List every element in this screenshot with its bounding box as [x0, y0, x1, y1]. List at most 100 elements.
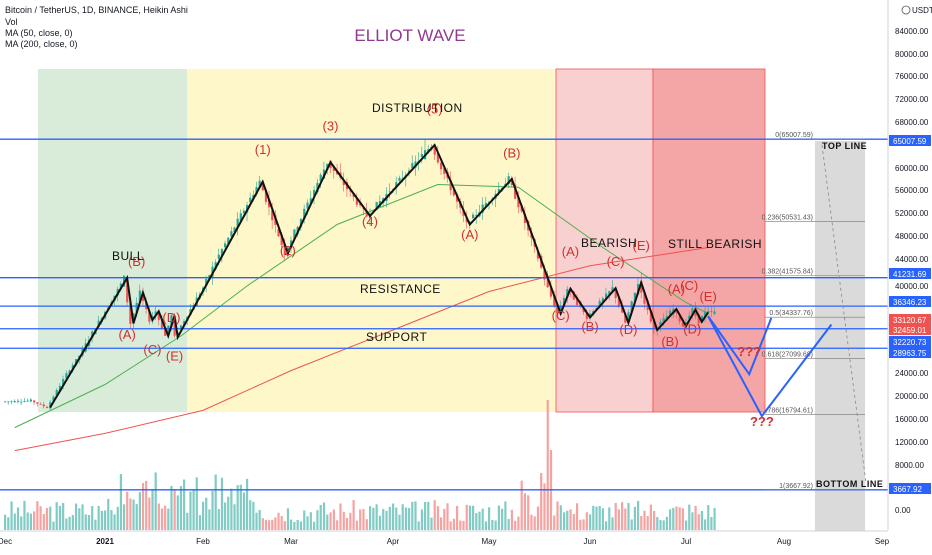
volume-bar: [148, 497, 151, 530]
volume-bar: [424, 501, 427, 530]
bull-zone: [38, 69, 187, 412]
candle-body: [268, 199, 271, 208]
volume-bar: [16, 507, 20, 530]
volume-bar: [427, 501, 430, 530]
candle-body: [713, 311, 716, 314]
candle-body: [157, 313, 160, 320]
bottom-line-label: BOTTOM LINE: [816, 479, 883, 489]
time-tick-label: Jun: [584, 537, 597, 546]
volume-bar: [107, 498, 110, 530]
candle-body: [707, 310, 710, 313]
price-tick-label: 8000.00: [895, 461, 924, 470]
volume-bar: [352, 500, 355, 530]
volume-bar: [71, 514, 74, 530]
volume-bar: [475, 513, 478, 530]
volume-bar: [45, 508, 49, 530]
time-tick-label: 2021: [96, 537, 114, 546]
price-tags: 65007.59 41231.69 36346.23 33120.6732459.01…: [889, 135, 931, 494]
volume-bar: [220, 477, 224, 530]
currency-selector[interactable]: USDT: [901, 5, 932, 15]
candle-body: [36, 402, 39, 404]
price-tick-label: 40000.00: [895, 282, 929, 291]
candle-body: [523, 213, 527, 224]
price-tick-label: 16000.00: [895, 415, 929, 424]
volume-bar: [488, 507, 491, 530]
volume-bar: [420, 509, 423, 530]
top-line-label: TOP LINE: [822, 141, 867, 151]
volume-bar: [179, 486, 183, 530]
volume-bar: [258, 510, 261, 530]
volume-bar: [523, 493, 527, 530]
wave-label: (B): [503, 146, 520, 161]
wave-label: (A): [461, 227, 478, 242]
candle-body: [630, 301, 633, 313]
candle-body: [614, 288, 617, 299]
volume-bar: [446, 503, 449, 530]
candle-body: [572, 291, 575, 300]
volume-bar: [359, 509, 362, 530]
price-tick-label: 84000.00: [895, 27, 929, 36]
volume-bar: [507, 518, 510, 530]
volume-bar: [530, 514, 533, 530]
volume-bar: [296, 519, 299, 530]
candle-body: [507, 176, 510, 185]
candle-body: [608, 291, 611, 295]
candle-body: [675, 310, 678, 314]
volume-bar: [13, 513, 16, 530]
volume-bar: [411, 501, 414, 530]
volume-bar: [566, 510, 569, 530]
price-tick-label: 48000.00: [895, 232, 929, 241]
volume-bar: [585, 512, 588, 530]
candle-body: [283, 243, 286, 256]
time-axis[interactable]: Dec 2021 Feb Mar Apr May Jun Jul Aug Sep: [0, 537, 890, 546]
candle-body: [497, 189, 500, 193]
wave-label: (A): [562, 244, 579, 259]
candle-body: [388, 191, 391, 193]
candle-body: [277, 229, 280, 237]
candle-body: [10, 401, 13, 403]
volume-bar: [233, 504, 236, 530]
volume-bar: [598, 505, 601, 530]
moving-averages: [14, 183, 709, 452]
candle-body: [398, 177, 401, 181]
volume-bar: [608, 507, 611, 530]
candle-body: [420, 154, 423, 158]
volume-bar: [501, 508, 504, 530]
candle-body: [62, 379, 65, 386]
volume-bar: [533, 516, 536, 530]
volume-bar: [100, 510, 103, 530]
candle-body: [58, 385, 62, 392]
price-tick-label: 24000.00: [895, 369, 929, 378]
wave-label: (2): [280, 243, 296, 258]
volume-bar: [319, 504, 322, 530]
projection-line: [707, 315, 833, 418]
candle-body: [472, 214, 475, 219]
symbol-info: Bitcoin / TetherUS, 1D, BINANCE, Heikin …: [5, 5, 188, 15]
volume-bar: [74, 503, 78, 530]
wave-label: (D): [162, 310, 180, 325]
candle-body: [697, 314, 700, 324]
volume-bar: [65, 518, 68, 530]
candle-body: [227, 237, 230, 244]
volume-bar: [553, 515, 556, 530]
candle-body: [141, 292, 145, 301]
volume-bar: [283, 521, 286, 530]
currency-label: USDT: [912, 6, 932, 15]
candle-body: [556, 304, 559, 314]
candle-body: [33, 400, 36, 403]
volume-bar: [388, 506, 391, 530]
volume-bar: [39, 506, 42, 530]
candle-body: [249, 197, 252, 203]
volume-bar: [119, 474, 123, 530]
candle-body: [365, 210, 368, 217]
volume-bar: [494, 520, 497, 530]
candle-body: [546, 276, 549, 288]
volume-bar: [183, 479, 186, 530]
ma200-indicator: MA (200, close, 0): [5, 39, 78, 49]
volume-bar: [462, 520, 465, 530]
price-tick-label: 20000.00: [895, 392, 929, 401]
volume-bar: [122, 504, 126, 530]
volume-bar: [113, 514, 116, 530]
candle-body: [306, 202, 309, 209]
